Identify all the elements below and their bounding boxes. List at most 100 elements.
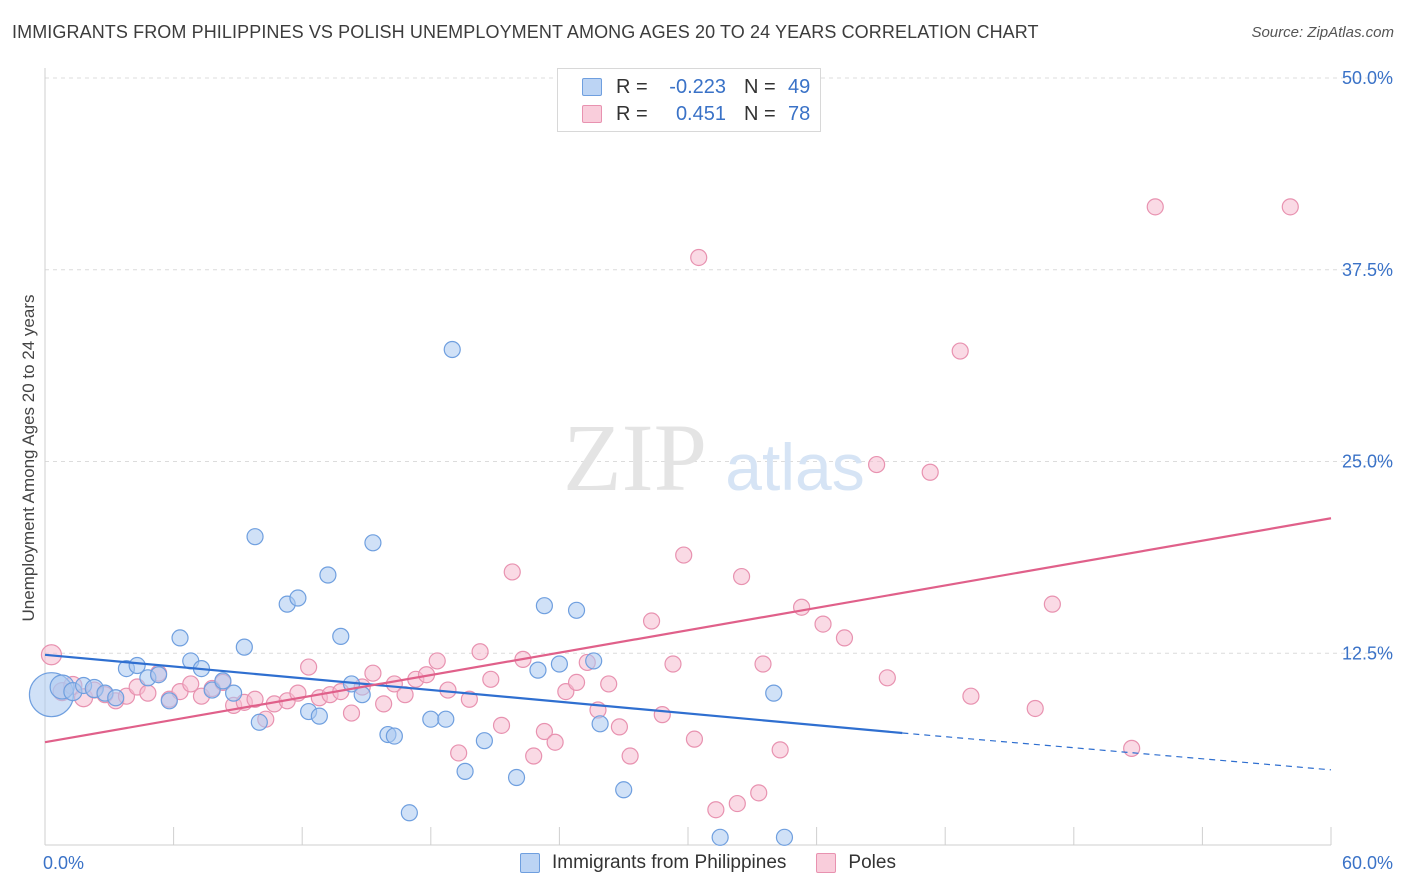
watermark-zip: ZIP (563, 404, 707, 511)
trend-line-poles (44, 517, 1332, 744)
tick-labels: 12.5% 25.0% 37.5% 50.0% 0.0% 60.0% (43, 68, 1393, 873)
source-label: Source: ZipAtlas.com (1251, 24, 1394, 41)
y-tick-label: 50.0% (1342, 68, 1393, 88)
r-label: R = (616, 75, 648, 98)
point-poles (664, 655, 682, 673)
legend-swatch-blue (520, 853, 540, 873)
n-value: 78 (788, 102, 811, 125)
point-poles (1026, 699, 1044, 718)
legend-row-philippines: R = -0.223 N = 49 (582, 75, 810, 99)
point-poles (1146, 198, 1164, 216)
point-poles (792, 598, 811, 616)
point-poles (1123, 739, 1141, 757)
point-poles (342, 704, 361, 722)
y-tick-label: 37.5% (1342, 260, 1393, 280)
point-poles (300, 658, 318, 676)
point-poles (600, 675, 618, 693)
point-poles (471, 643, 489, 661)
point-poles (878, 669, 896, 687)
point-poles (675, 546, 693, 564)
point-poles (375, 695, 393, 713)
point-philippines (585, 652, 603, 670)
point-philippines (475, 732, 493, 750)
point-poles (567, 673, 586, 691)
point-poles (835, 629, 854, 647)
r-value: -0.223 (669, 75, 726, 98)
point-philippines (535, 597, 553, 615)
point-philippines (246, 528, 264, 546)
x-tick-label: 0.0% (43, 853, 84, 873)
point-poles (685, 730, 704, 748)
point-philippines (422, 710, 440, 728)
point-poles (962, 687, 980, 705)
point-poles (428, 652, 446, 670)
trend-lines (44, 517, 1332, 771)
point-philippines (456, 762, 474, 780)
point-poles (621, 747, 639, 765)
legend-swatch-pink (816, 853, 837, 873)
point-poles (921, 463, 939, 481)
data-points (28, 198, 1299, 846)
point-philippines (443, 340, 461, 359)
trend-line-philippines-extension (902, 732, 1332, 771)
legend-item-poles: Poles (816, 852, 896, 874)
point-poles (139, 684, 157, 702)
point-poles (868, 455, 886, 474)
point-philippines (364, 534, 382, 552)
legend-label-poles: Poles (848, 852, 896, 873)
watermark-atlas: atlas (725, 430, 864, 504)
point-philippines (529, 661, 547, 679)
point-philippines (225, 684, 243, 702)
point-philippines (171, 629, 189, 647)
chart-title: IMMIGRANTS FROM PHILIPPINES VS POLISH UN… (12, 22, 1039, 42)
point-poles (450, 744, 468, 762)
point-poles (653, 706, 671, 724)
point-poles (460, 690, 478, 708)
point-philippines (149, 666, 168, 684)
point-philippines (711, 828, 729, 846)
point-poles (707, 801, 725, 819)
point-philippines (567, 601, 586, 619)
point-poles (246, 690, 264, 708)
point-poles (364, 664, 382, 682)
legend-item-philippines: Immigrants from Philippines (520, 852, 786, 874)
grid-lines (45, 77, 1392, 654)
point-poles (728, 794, 746, 813)
point-philippines (550, 655, 569, 673)
y-tick-label: 25.0% (1342, 452, 1393, 472)
point-philippines (310, 707, 328, 725)
legend-row-poles: R = 0.451 N = 78 (582, 102, 810, 126)
point-philippines (250, 713, 268, 731)
point-poles (750, 784, 768, 802)
point-philippines (160, 692, 178, 710)
point-philippines (437, 710, 455, 728)
point-poles (1043, 595, 1061, 613)
point-poles (642, 612, 661, 630)
point-philippines (765, 684, 783, 702)
n-label: N = (744, 75, 776, 98)
point-poles (732, 567, 751, 586)
point-poles (525, 747, 543, 765)
legend-label-philippines: Immigrants from Philippines (552, 852, 787, 873)
point-philippines (507, 768, 526, 787)
x-tick-label: 60.0% (1342, 853, 1393, 873)
point-poles (771, 741, 789, 759)
point-poles (1281, 198, 1299, 216)
point-poles (535, 722, 553, 741)
trend-line-philippines (44, 653, 903, 735)
legend-swatch-pink (582, 105, 602, 123)
point-philippines (128, 656, 146, 675)
point-poles (546, 733, 564, 751)
point-poles (814, 615, 832, 633)
point-poles (754, 655, 772, 673)
point-philippines (332, 627, 350, 645)
r-label: R = (616, 102, 648, 125)
point-poles (482, 670, 500, 688)
point-philippines (385, 727, 403, 745)
point-philippines (235, 638, 253, 656)
point-poles (951, 342, 969, 360)
point-philippines (615, 781, 633, 799)
n-label: N = (744, 102, 776, 125)
correlation-legend: R = -0.223 N = 49 R = 0.451 N = 78 (557, 68, 821, 132)
